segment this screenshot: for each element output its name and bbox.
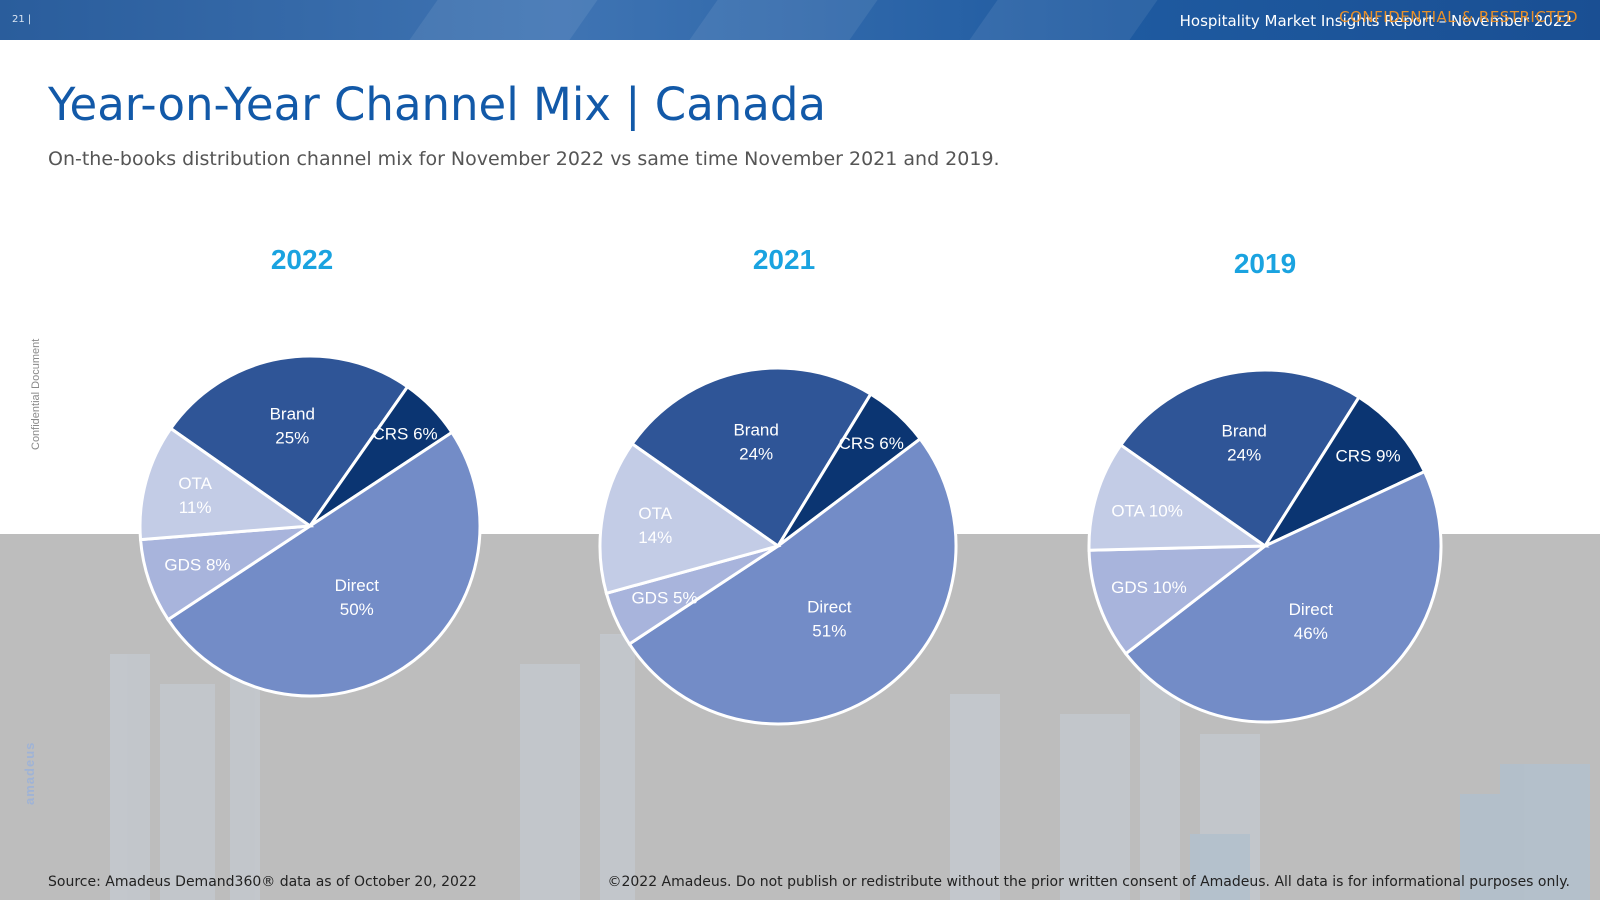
pie-2019-slice-gds [1087, 544, 1270, 656]
page-number: 21 | [12, 14, 32, 25]
pie-2021-label-ota: OTA 14% [638, 504, 673, 547]
pie-2021: Brand 24% CRS 6% Direct 51% GDS 5% OTA 14% [598, 366, 958, 726]
pie-2019-slice-direct [1123, 469, 1443, 724]
pie-2021-slice-ota [598, 441, 782, 596]
pie-2021-slice-direct [627, 436, 958, 726]
page-title: Year-on-Year Channel Mix | Canada [48, 78, 827, 131]
pie-2022-title: 2022 [270, 244, 334, 275]
pie-2022: Brand 25% CRS 6% Direct 50% GDS 8% OTA 11% [138, 354, 482, 698]
pie-2022-slice-direct [165, 430, 482, 698]
city-skyline-background [110, 624, 1590, 900]
header-bar: 21 | Hospitality Market Insights Report … [0, 0, 1600, 40]
pie-2021-label-crs: CRS 6% [839, 434, 904, 453]
pie-2021-label-direct: Direct 51% [807, 598, 852, 641]
pie-2022-label-brand: Brand 25% [270, 405, 315, 448]
pie-2019-title: 2019 [1233, 248, 1297, 279]
pie-2022-slice-ota [138, 426, 315, 542]
pie-2019-label-crs: CRS 9% [1335, 446, 1400, 465]
pie-2021-label-gds: GDS 5% [631, 588, 697, 607]
pie-2022-label-gds: GDS 8% [164, 556, 230, 575]
confidential-label: CONFIDENTIAL & RESTRICTED [1339, 8, 1578, 26]
pie-2022-label-direct: Direct 50% [335, 576, 380, 619]
pie-2019-slice-brand [1118, 368, 1362, 549]
pie-2022-slice-brand [168, 354, 410, 529]
pie-2019-slice-ota [1087, 442, 1270, 552]
pie-2021-slice-brand [630, 366, 873, 549]
pie-2019: Brand 24% CRS 9% Direct 46% GDS 10% OTA 10% [1087, 368, 1443, 724]
pie-2019-label-direct: Direct 46% [1289, 600, 1334, 643]
pie-2019-label-gds: GDS 10% [1111, 578, 1187, 597]
pie-2019-label-brand: Brand 24% [1222, 421, 1267, 464]
pie-2022-label-crs: CRS 6% [372, 425, 437, 444]
copyright-note: ©2022 Amadeus. Do not publish or redistr… [607, 874, 1570, 890]
pie-2021-label-brand: Brand 24% [733, 420, 778, 463]
pie-2019-label-ota: OTA 10% [1111, 501, 1183, 520]
pie-2021-title: 2021 [752, 244, 816, 275]
page-subtitle: On-the-books distribution channel mix fo… [48, 148, 1000, 170]
pie-2019-slice-crs [1261, 395, 1427, 550]
pie-2022-label-ota: OTA 11% [178, 474, 212, 517]
report-title: Hospitality Market Insights Report – Nov… [1179, 12, 1572, 30]
source-note: Source: Amadeus Demand360® data as of Oc… [48, 874, 477, 890]
